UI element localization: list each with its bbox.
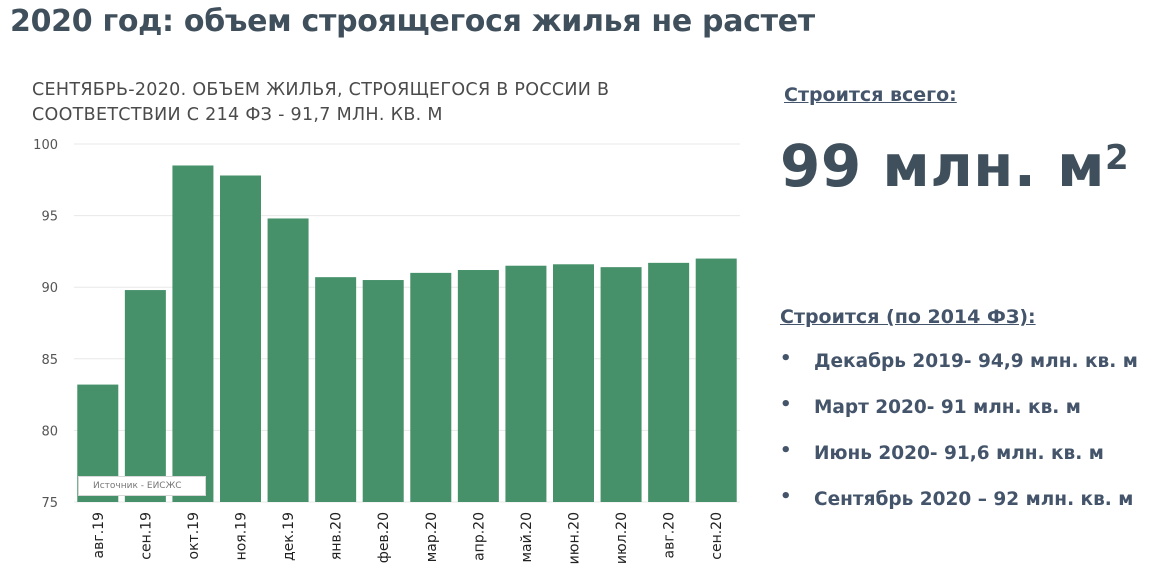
bullet-icon: • — [780, 394, 792, 415]
x-tick-label: окт.19 — [186, 512, 202, 559]
y-tick-label: 95 — [41, 210, 58, 225]
x-tick-label: июн.20 — [567, 512, 583, 564]
total-value: 99 млн. м2 — [780, 132, 1129, 200]
bullet-icon: • — [780, 348, 792, 369]
x-tick-label: июл.20 — [614, 512, 630, 564]
x-tick-label: сен.20 — [709, 512, 725, 560]
bar — [505, 265, 547, 502]
bar — [648, 262, 690, 502]
x-tick-label: апр.20 — [471, 512, 487, 561]
chart-title: СЕНТЯБРЬ-2020. ОБЪЕМ ЖИЛЬЯ, СТРОЯЩЕГОСЯ … — [32, 80, 610, 125]
bar — [695, 258, 737, 502]
bar — [457, 270, 499, 502]
fz-item-text: Март 2020- 91 млн. кв. м — [814, 397, 1081, 418]
x-tick-label: мар.20 — [424, 512, 440, 562]
fz-item-text: Декабрь 2019- 94,9 млн. кв. м — [814, 351, 1138, 372]
fz-item-text: Июнь 2020- 91,6 млн. кв. м — [814, 443, 1104, 464]
x-tick-label: янв.20 — [329, 512, 345, 560]
x-tick-label: фев.20 — [376, 512, 392, 563]
bar — [553, 264, 594, 502]
fz-label: Строится (по 2014 ФЗ): — [780, 306, 1036, 328]
x-tick-label: авг.20 — [662, 512, 678, 558]
x-tick-label: дек.19 — [281, 512, 297, 561]
total-label: Строится всего: — [784, 84, 957, 106]
bar — [410, 272, 452, 502]
x-tick-label: ноя.19 — [234, 512, 250, 560]
bar — [362, 280, 404, 502]
bar — [315, 277, 357, 502]
fz-item-text: Сентябрь 2020 – 92 млн. кв. м — [814, 489, 1134, 510]
slide-title: 2020 год: объем строящегося жилья не рас… — [10, 4, 815, 39]
bar — [267, 218, 309, 503]
bullet-icon: • — [780, 440, 792, 461]
total-value-superscript: 2 — [1105, 138, 1130, 178]
x-tick-label: авг.19 — [91, 512, 107, 558]
y-tick-label: 80 — [41, 424, 58, 439]
y-tick-label: 75 — [41, 496, 58, 511]
bar-chart: 75 80 85 90 95 100 авг.19 сен.19 окт.19 ноя.19 дек… — [33, 138, 740, 564]
bullet-icon: • — [780, 486, 792, 507]
source-note: Источник - ЕИСЖС — [78, 476, 206, 496]
x-tick-label: май.20 — [519, 512, 535, 563]
bar — [600, 267, 642, 502]
y-tick-label: 90 — [41, 281, 58, 296]
y-tick-label: 85 — [41, 353, 58, 368]
bar — [172, 165, 214, 503]
y-tick-label: 100 — [33, 138, 58, 153]
total-value-number: 99 млн. м — [780, 132, 1106, 200]
x-tick-label: сен.19 — [138, 512, 154, 560]
bar — [220, 175, 261, 502]
bar — [124, 290, 166, 502]
